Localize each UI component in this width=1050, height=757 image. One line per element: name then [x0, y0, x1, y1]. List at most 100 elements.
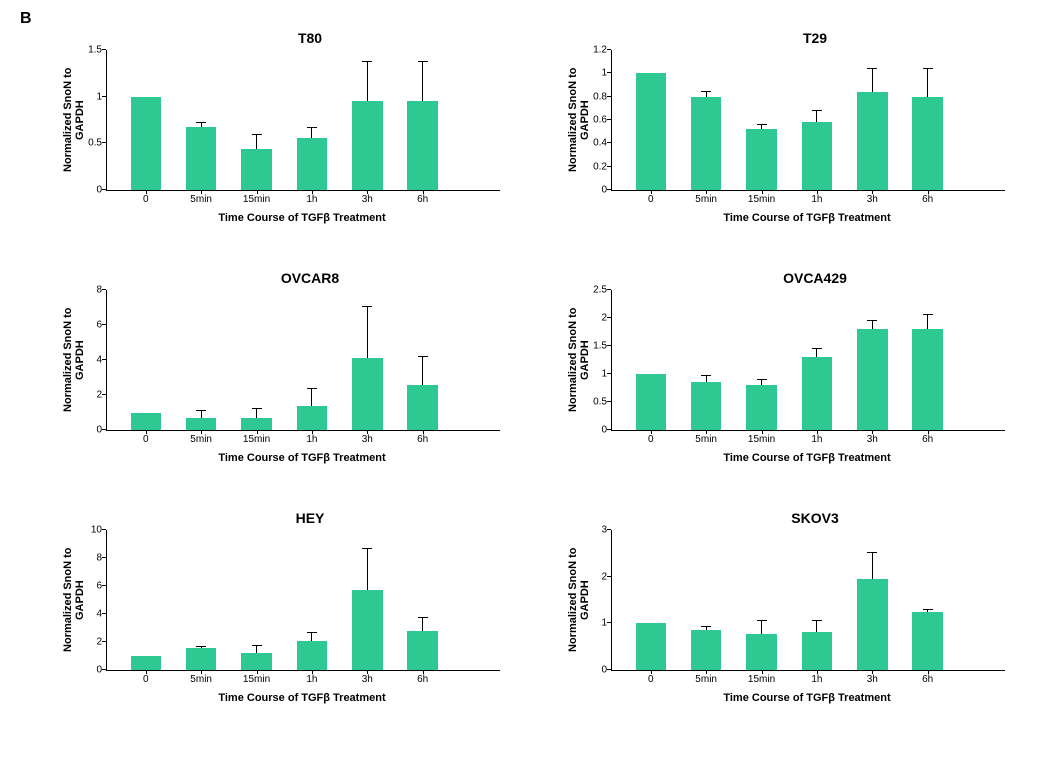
error-cap [418, 617, 428, 618]
x-tick-label: 3h [867, 674, 878, 685]
bar [186, 648, 216, 670]
error-bar [311, 389, 312, 406]
bar [746, 129, 776, 190]
bar [297, 406, 327, 431]
bar [407, 385, 437, 431]
chart: SKOV3Normalized SnoN to GAPDH012305min15… [565, 510, 1005, 720]
error-bar [201, 411, 202, 418]
y-tick-label: 0.5 [593, 397, 607, 408]
chart-title: OVCAR8 [60, 270, 500, 286]
plot-area: 05min15min1h3h6h [106, 290, 500, 431]
x-tick-label: 15min [243, 434, 270, 445]
chart: OVCAR8Normalized SnoN to GAPDH0246805min… [60, 270, 500, 480]
chart: T29Normalized SnoN to GAPDH00.20.40.60.8… [565, 30, 1005, 240]
x-tick-label: 3h [867, 194, 878, 205]
bar [636, 623, 666, 670]
y-axis: 0246810 [78, 530, 106, 670]
x-tick-label: 3h [362, 434, 373, 445]
y-tick-label: 2.5 [593, 285, 607, 296]
error-bar [367, 307, 368, 359]
error-bar [201, 123, 202, 128]
y-tick-label: 1 [601, 369, 607, 380]
bar [186, 418, 216, 430]
plot-area: 05min15min1h3h6h [106, 530, 500, 671]
y-tick-label: 1.5 [593, 341, 607, 352]
error-cap [252, 134, 262, 135]
x-tick-label: 1h [811, 194, 822, 205]
y-axis: 00.20.40.60.811.2 [583, 50, 611, 190]
error-bar [422, 618, 423, 631]
plot-area: 05min15min1h3h6h [106, 50, 500, 191]
bar [131, 656, 161, 670]
error-bar [872, 69, 873, 92]
error-bar [256, 135, 257, 149]
x-tick-label: 15min [748, 194, 775, 205]
y-tick-label: 2 [96, 637, 102, 648]
error-cap [757, 620, 767, 621]
error-cap [252, 645, 262, 646]
error-bar [872, 553, 873, 579]
x-tick-label: 15min [243, 194, 270, 205]
y-axis-label: Normalized SnoN to GAPDH [565, 50, 583, 190]
error-cap [812, 348, 822, 349]
error-bar [422, 357, 423, 384]
y-axis: 02468 [78, 290, 106, 430]
x-tick-label: 5min [695, 674, 717, 685]
y-axis-label: Normalized SnoN to GAPDH [60, 530, 78, 670]
bar [352, 101, 382, 190]
y-axis-label: Normalized SnoN to GAPDH [60, 290, 78, 430]
y-tick-label: 0.6 [593, 115, 607, 126]
bar [186, 127, 216, 190]
error-bar [201, 647, 202, 648]
bar [636, 374, 666, 430]
x-axis-label: Time Course of TGFβ Treatment [60, 692, 500, 704]
bar [802, 357, 832, 430]
chart-title: SKOV3 [565, 510, 1005, 526]
bar [857, 579, 887, 670]
error-cap [923, 314, 933, 315]
x-tick-label: 15min [243, 674, 270, 685]
y-tick-label: 0 [601, 425, 607, 436]
bar [912, 329, 942, 430]
y-tick-label: 1 [601, 68, 607, 79]
bar [636, 73, 666, 190]
x-tick-label: 6h [417, 674, 428, 685]
y-tick-label: 4 [96, 355, 102, 366]
bar [857, 329, 887, 430]
x-tick-label: 0 [648, 674, 654, 685]
y-tick-label: 2 [601, 313, 607, 324]
y-tick-label: 4 [96, 609, 102, 620]
x-tick-label: 6h [922, 434, 933, 445]
x-tick-label: 5min [695, 434, 717, 445]
bar [691, 97, 721, 190]
x-tick-label: 6h [417, 194, 428, 205]
error-bar [256, 409, 257, 418]
y-tick-label: 0 [96, 665, 102, 676]
x-tick-label: 5min [190, 434, 212, 445]
error-cap [252, 408, 262, 409]
y-tick-label: 1.2 [593, 45, 607, 56]
x-tick-label: 1h [811, 434, 822, 445]
chart: OVCA429Normalized SnoN to GAPDH00.511.52… [565, 270, 1005, 480]
error-bar [706, 627, 707, 630]
x-tick-label: 0 [648, 434, 654, 445]
y-tick-label: 1 [601, 618, 607, 629]
x-tick-label: 3h [867, 434, 878, 445]
error-bar [927, 315, 928, 329]
y-axis-label: Normalized SnoN to GAPDH [60, 50, 78, 190]
x-tick-label: 5min [695, 194, 717, 205]
y-tick-label: 2 [601, 571, 607, 582]
error-cap [307, 127, 317, 128]
y-tick-label: 0.4 [593, 138, 607, 149]
y-axis: 00.511.522.5 [583, 290, 611, 430]
bar [352, 590, 382, 670]
error-cap [867, 320, 877, 321]
panel-label: B [20, 10, 32, 28]
bar [352, 358, 382, 430]
error-cap [418, 61, 428, 62]
error-cap [362, 61, 372, 62]
y-tick-label: 1 [96, 91, 102, 102]
chart-title: T29 [565, 30, 1005, 46]
bar [241, 149, 271, 190]
y-tick-label: 2 [96, 390, 102, 401]
